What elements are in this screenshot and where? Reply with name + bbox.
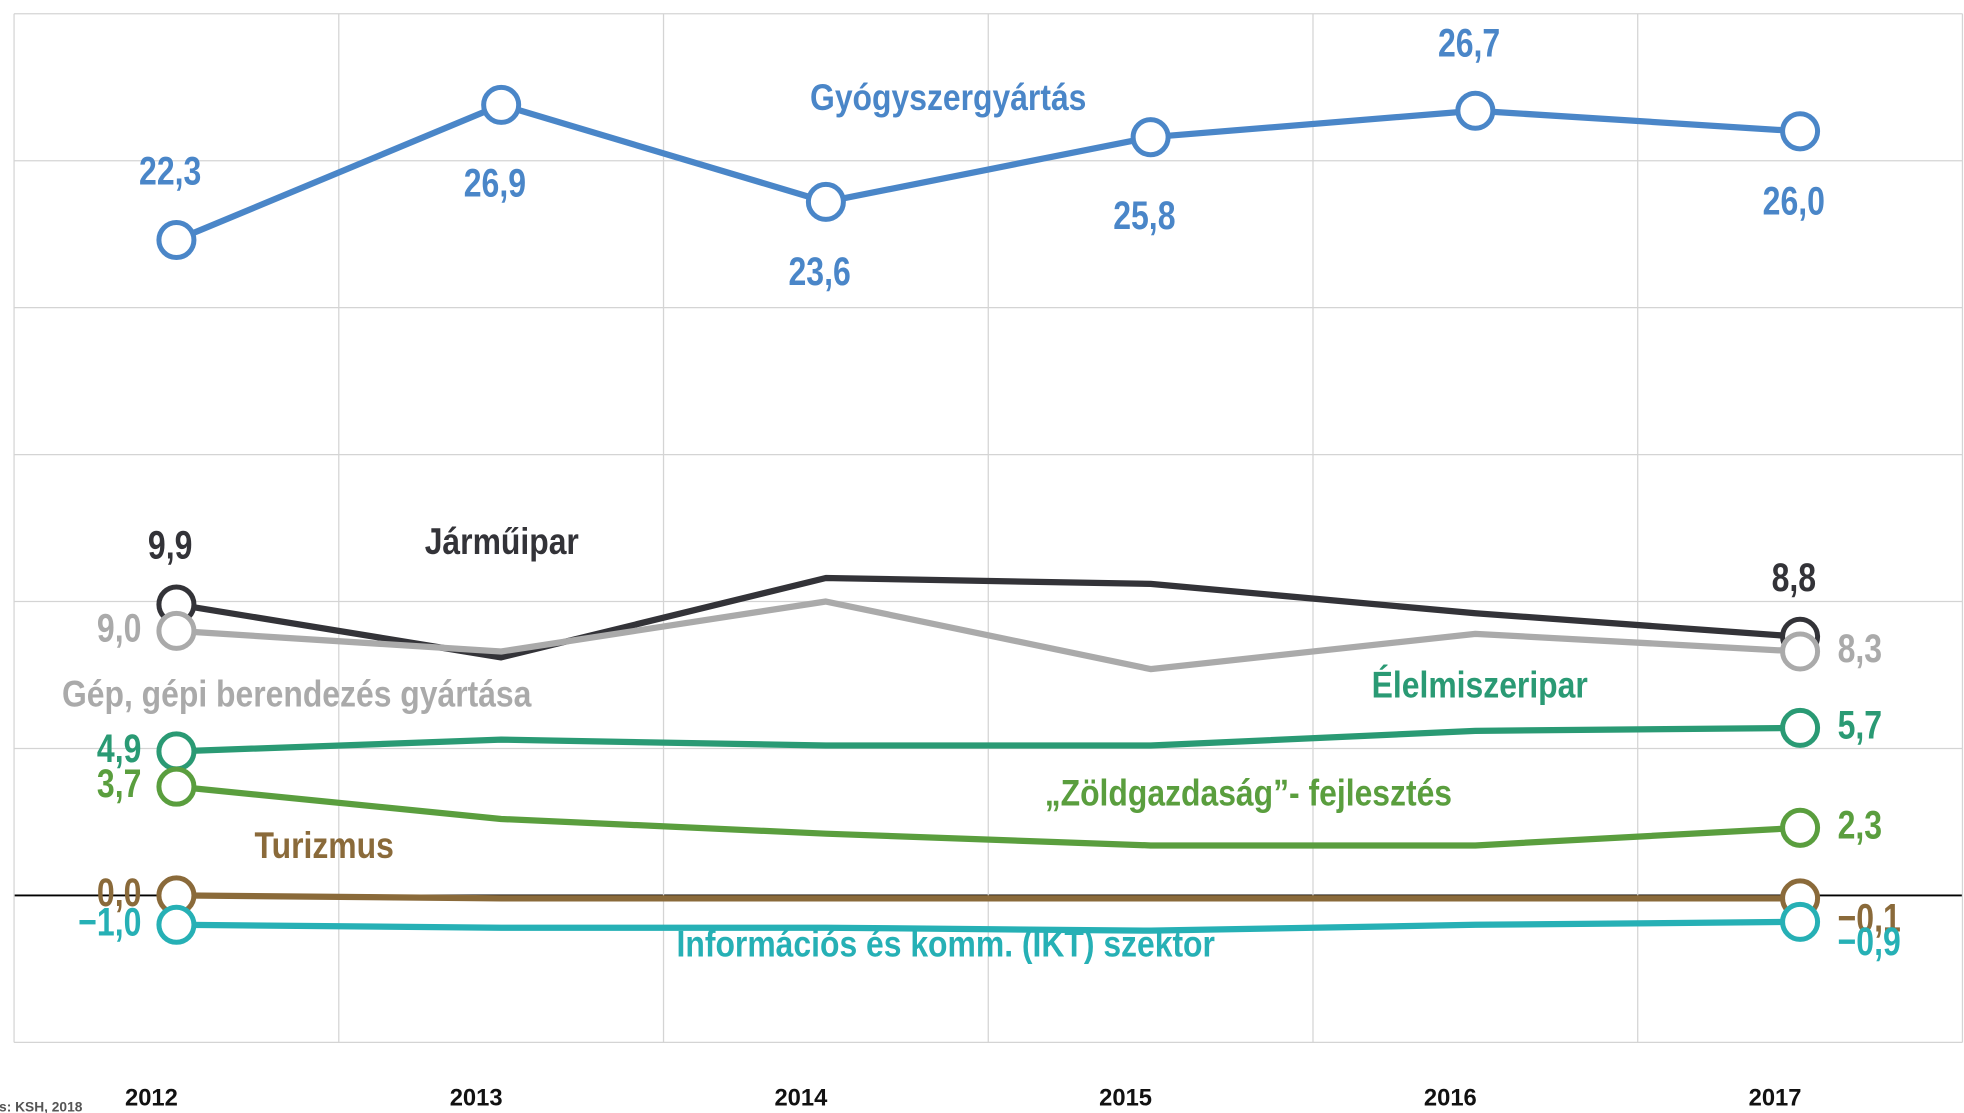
value-label: 26,9 (464, 160, 526, 205)
value-label: −1,0 (78, 899, 141, 944)
x-tick-label: 2016 (1424, 1085, 1477, 1112)
series-line (176, 783, 1801, 849)
x-tick-label: 2013 (450, 1085, 503, 1112)
value-label: 5,7 (1838, 702, 1882, 747)
series-line (176, 892, 1801, 902)
value-label: 26,7 (1438, 20, 1500, 65)
value-label: 9,9 (148, 522, 192, 567)
value-label: 3,7 (97, 761, 141, 806)
value-label: 8,3 (1838, 626, 1882, 671)
value-label: 25,8 (1113, 193, 1175, 238)
value-label: 4,9 (97, 726, 141, 771)
x-tick-label: 2014 (774, 1085, 828, 1112)
data-point (1130, 117, 1171, 158)
value-label: 2,3 (1838, 802, 1882, 847)
data-point (156, 731, 197, 772)
data-point (156, 220, 197, 261)
series-label: „Zöldgazdaság”- fejlesztés (1045, 772, 1452, 814)
data-point (156, 610, 197, 651)
series-label: Információs és komm. (IKT) szektor (677, 923, 1216, 965)
series-label: Turizmus (255, 824, 394, 866)
data-point (1780, 901, 1821, 942)
series-line (175, 101, 1801, 243)
value-label: −0,9 (1838, 918, 1901, 963)
series-label: Élelmiszeripar (1372, 663, 1589, 706)
value-label: 9,0 (97, 605, 141, 650)
value-label: 26,0 (1763, 178, 1825, 223)
x-tick-label: 2015 (1099, 1085, 1152, 1112)
value-label: 0,0 (97, 870, 141, 915)
value-label: 22,3 (139, 148, 201, 193)
series-line (176, 918, 1801, 934)
series-line (176, 598, 1801, 673)
value-label: 23,6 (788, 249, 850, 294)
value-label: 8,8 (1772, 555, 1816, 600)
data-point (1780, 707, 1821, 748)
data-point (1780, 807, 1821, 848)
x-tick-label: 2017 (1749, 1085, 1802, 1112)
data-point (1780, 631, 1821, 672)
series-label: Gyógyszergyártás (810, 77, 1086, 119)
x-tick-label: 2012 (125, 1085, 178, 1112)
data-point (481, 84, 522, 125)
data-point (156, 904, 197, 945)
source: s: KSH, 2018 (0, 1100, 83, 1113)
value-label: −0,1 (1838, 895, 1901, 940)
series-label: Gép, gépi berendezés gyártása (62, 673, 532, 715)
data-point (805, 181, 846, 222)
data-point (1780, 111, 1821, 152)
data-point (156, 766, 197, 807)
series-line (176, 724, 1801, 755)
series-label: Járműipar (425, 521, 580, 563)
data-point (1455, 90, 1496, 131)
